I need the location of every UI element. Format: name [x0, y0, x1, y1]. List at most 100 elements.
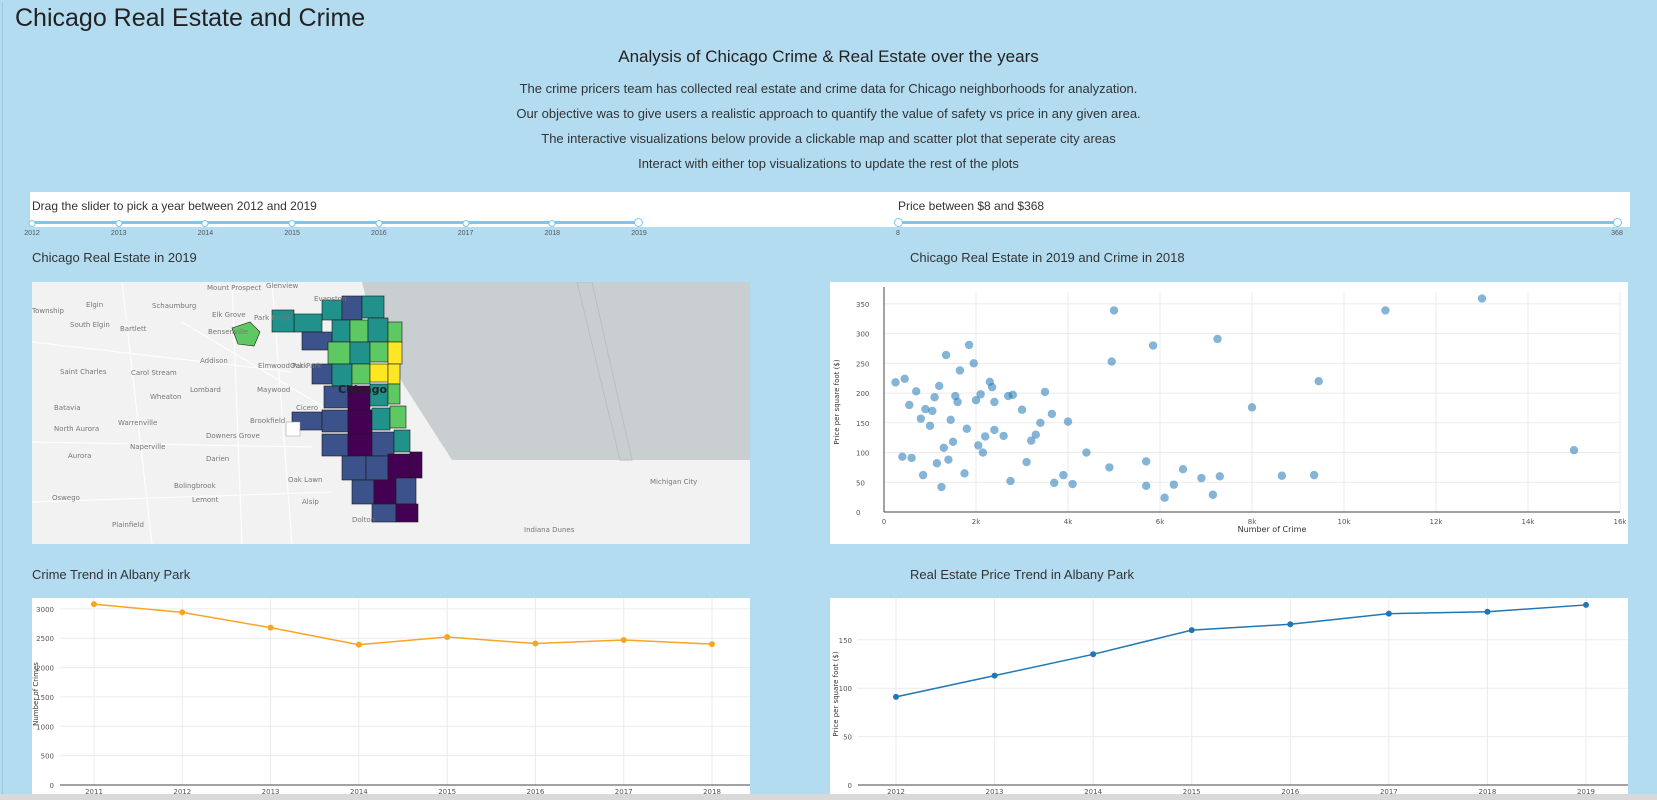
crime-trend-svg[interactable]: 0 500 1000 1500 2000 2500 3000 2011 2012 2013 2014… — [32, 598, 750, 794]
scatter-point[interactable] — [962, 424, 971, 433]
scatter-point[interactable] — [898, 452, 907, 461]
scatter-point[interactable] — [1142, 457, 1151, 466]
year-tick-dot[interactable] — [288, 220, 296, 227]
scatter-point[interactable] — [981, 432, 990, 441]
map-neighborhood-region[interactable] — [389, 405, 407, 429]
map-neighborhood-region[interactable] — [351, 363, 371, 385]
trend-point[interactable] — [179, 609, 186, 616]
map-marker[interactable] — [285, 421, 301, 437]
map-neighborhood-region[interactable] — [347, 433, 373, 457]
scatter-point[interactable] — [1027, 436, 1036, 445]
map-neighborhood-region[interactable] — [321, 299, 343, 321]
year-tick-dot[interactable] — [462, 220, 470, 227]
price-slider-track[interactable] — [898, 221, 1618, 224]
map-neighborhood-region[interactable] — [371, 503, 397, 523]
year-tick-label[interactable]: 2018 — [544, 230, 561, 237]
map-neighborhood-region[interactable] — [341, 455, 367, 481]
year-slider-track[interactable] — [32, 221, 639, 224]
trend-point[interactable] — [1583, 601, 1589, 608]
map-neighborhood-region[interactable] — [361, 295, 385, 319]
scatter-point[interactable] — [1006, 476, 1015, 486]
horizontal-scrollbar[interactable] — [0, 794, 1657, 800]
map-neighborhood-region[interactable] — [271, 309, 295, 333]
scatter-point[interactable] — [976, 390, 985, 399]
price-trend-svg[interactable]: 0 50 100 150 2012 2013 2014 2015 2016 2017 2018 201… — [830, 598, 1628, 794]
map-neighborhood-region[interactable] — [331, 319, 351, 343]
year-tick-dot[interactable] — [115, 220, 123, 227]
trend-point[interactable] — [1287, 621, 1294, 628]
scatter-point[interactable] — [1215, 472, 1224, 481]
map-neighborhood-region[interactable] — [371, 407, 391, 431]
scatter-point[interactable] — [941, 350, 951, 360]
scatter-point[interactable] — [1022, 457, 1031, 467]
map-neighborhood-region[interactable] — [387, 341, 403, 365]
scatter-point[interactable] — [930, 393, 939, 402]
scatter-point[interactable] — [1477, 294, 1487, 303]
scatter-point[interactable] — [900, 374, 909, 384]
scatter-point[interactable] — [1109, 306, 1119, 315]
map-svg[interactable]: Mount Prospect Glenview Evanston Elgin Schau… — [32, 282, 750, 544]
year-tick-label[interactable]: 2017 — [457, 230, 474, 237]
map-neighborhood-region[interactable] — [347, 409, 373, 435]
trend-point[interactable] — [532, 640, 539, 647]
year-tick-label[interactable]: 2013 — [110, 230, 127, 237]
trend-point[interactable] — [1188, 627, 1195, 634]
map-neighborhood-region[interactable] — [387, 363, 401, 385]
year-tick-label[interactable]: 2016 — [371, 230, 387, 237]
scatter-point[interactable] — [946, 415, 955, 425]
scatter-point[interactable] — [953, 397, 962, 407]
scatter-svg[interactable]: 0 50 100 150 200 250 300 350 0 2k 4k 6k 8k 10k 12k 14k 1… — [830, 282, 1628, 544]
map-neighborhood-region[interactable] — [371, 431, 395, 457]
year-tick-dot[interactable] — [548, 220, 556, 227]
scatter-point[interactable] — [1314, 376, 1323, 386]
scatter-point[interactable] — [999, 431, 1008, 441]
scatter-point[interactable] — [974, 441, 983, 450]
year-tick-label[interactable]: 2019 — [631, 230, 647, 237]
map-neighborhood-region[interactable] — [349, 341, 371, 365]
scatter-point[interactable] — [1142, 481, 1151, 491]
map-neighborhood-region[interactable] — [395, 477, 417, 505]
trend-point[interactable] — [893, 693, 899, 700]
scatter-point[interactable] — [912, 387, 921, 396]
scatter-point[interactable] — [964, 340, 974, 350]
scatter-point[interactable] — [1050, 478, 1059, 488]
scatter-point[interactable] — [916, 414, 925, 423]
map-neighborhood-region[interactable] — [321, 409, 349, 433]
scatter-point[interactable] — [978, 448, 988, 457]
map-neighborhood-region[interactable] — [365, 455, 389, 481]
year-slider-handle[interactable] — [634, 218, 643, 227]
scatter-point[interactable] — [1197, 473, 1206, 483]
price-slider-max-handle[interactable] — [1613, 218, 1622, 227]
map-neighborhood-region[interactable] — [321, 433, 349, 457]
scatter-point[interactable] — [1178, 464, 1188, 474]
scatter-point[interactable] — [948, 437, 958, 447]
scatter-point[interactable] — [928, 406, 937, 416]
crime-trend-chart[interactable]: 0 500 1000 1500 2000 2500 3000 2011 2012 2013 2014… — [32, 598, 750, 794]
scatter-point[interactable] — [1148, 341, 1158, 350]
scatter-point[interactable] — [1063, 417, 1073, 426]
scatter-point[interactable] — [891, 378, 900, 387]
map-neighborhood-region[interactable] — [409, 451, 423, 479]
trend-point[interactable] — [991, 672, 998, 679]
trend-point[interactable] — [620, 636, 627, 643]
map-neighborhood-region[interactable] — [387, 453, 411, 481]
scatter-point[interactable] — [969, 359, 978, 368]
trend-point[interactable] — [1090, 651, 1097, 658]
scatter-point[interactable] — [918, 470, 928, 480]
scatter-point[interactable] — [1277, 471, 1287, 480]
price-trend-chart[interactable]: 0 50 100 150 2012 2013 2014 2015 2016 2017 2018 201… — [830, 598, 1628, 794]
map-neighborhood-region[interactable] — [387, 383, 401, 405]
scatter-point[interactable] — [939, 443, 948, 452]
trend-point[interactable] — [1385, 610, 1392, 617]
scatter-point[interactable] — [987, 382, 997, 392]
trend-point[interactable] — [267, 624, 274, 631]
map-neighborhood-region[interactable] — [369, 341, 389, 363]
scatter-point[interactable] — [1107, 357, 1116, 366]
map-neighborhood-region[interactable] — [369, 363, 389, 383]
scatter-plot[interactable]: 0 50 100 150 200 250 300 350 0 2k 4k 6k 8k 10k 12k 14k 1… — [830, 282, 1628, 544]
scatter-point[interactable] — [1082, 448, 1091, 457]
year-tick-dot[interactable] — [201, 220, 209, 227]
price-slider-min-handle[interactable] — [894, 218, 903, 227]
trend-point[interactable] — [709, 641, 715, 648]
scatter-point[interactable] — [1047, 409, 1057, 419]
